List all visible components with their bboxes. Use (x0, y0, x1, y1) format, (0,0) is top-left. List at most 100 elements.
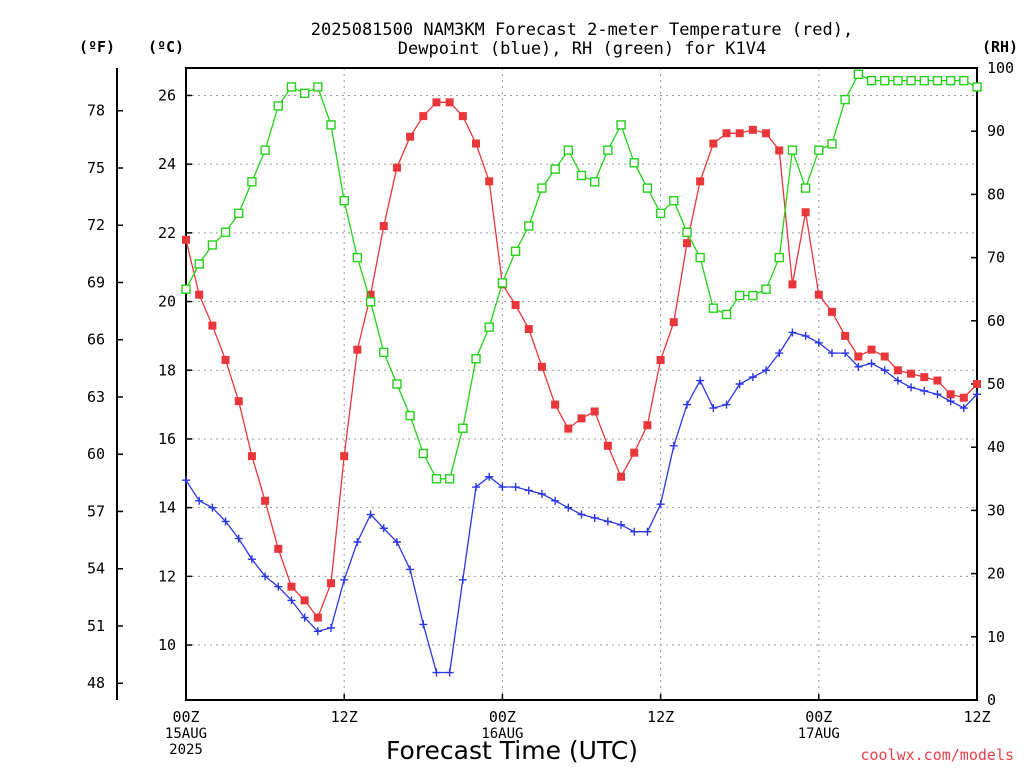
dewpoint-point (340, 575, 349, 584)
dewpoint-series (182, 328, 981, 677)
x-tick-label: 12Z (647, 708, 674, 726)
dewpoint-point (893, 376, 902, 385)
dewpoint-point (327, 623, 336, 632)
fahrenheit-tick-label: 48 (87, 674, 105, 692)
temperature-point (603, 441, 612, 450)
rh-point (537, 183, 547, 193)
rh-point (392, 379, 402, 389)
dewpoint-point (643, 527, 652, 536)
dewpoint-point (907, 383, 916, 392)
temperature-point (392, 163, 401, 172)
dewpoint-point (392, 538, 401, 546)
rh-point (313, 82, 323, 92)
temperature-point (485, 177, 494, 186)
dewpoint-point (590, 513, 599, 522)
rh-point (194, 259, 204, 269)
gridlines (185, 68, 978, 700)
fahrenheit-tick-label: 54 (87, 560, 105, 578)
rh-tick-label: 30 (987, 501, 1005, 519)
chart-title-line-1: 2025081500 NAM3KM Forecast 2-meter Tempe… (311, 20, 853, 40)
rh-point (814, 145, 824, 155)
temperature-point (432, 98, 441, 107)
dewpoint-point (274, 582, 283, 591)
rh-tick-label: 20 (987, 565, 1005, 583)
dewpoint-point (735, 380, 744, 388)
dewpoint-point (353, 538, 362, 546)
temperature-point (564, 424, 573, 433)
rh-point (866, 75, 877, 86)
rh-point (774, 252, 784, 263)
rh-tick-label: 10 (987, 628, 1005, 646)
dewpoint-point (537, 489, 546, 498)
rh-point (695, 252, 705, 263)
temperature-point (762, 129, 771, 138)
dewpoint-point (669, 441, 678, 450)
rh-unit-label: (RH) (982, 38, 1018, 56)
rh-point (365, 297, 376, 307)
rh-point (669, 196, 679, 206)
temperature-point (841, 331, 850, 340)
dewpoint-point (801, 331, 810, 340)
x-tick-label: 12Z (963, 708, 990, 726)
rh-point (326, 120, 336, 130)
dewpoint-point (748, 373, 757, 382)
rh-tick-label: 0 (987, 691, 996, 709)
rh-point (919, 75, 929, 86)
temperature-point (827, 307, 836, 316)
fahrenheit-unit-label: (ºF) (79, 38, 115, 56)
dewpoint-point (485, 472, 494, 481)
temperature-point (748, 125, 757, 134)
rh-point (299, 88, 310, 98)
dewpoint-point (867, 359, 876, 368)
rh-tick-label: 60 (987, 312, 1005, 330)
rh-point (458, 423, 468, 433)
x-tick-label: 16AUG (481, 726, 523, 742)
rh-tick-label: 90 (987, 122, 1005, 140)
dewpoint-point (762, 366, 771, 375)
temperature-point (340, 452, 349, 461)
rh-point (563, 145, 574, 155)
fahrenheit-tick-label: 66 (87, 331, 105, 349)
rh-series (181, 69, 982, 484)
dewpoint-point (709, 404, 718, 413)
dewpoint-point (564, 503, 573, 512)
rh-point (431, 474, 442, 484)
dewpoint-point (775, 349, 784, 358)
temperature-point (682, 239, 691, 248)
rh-point (207, 240, 218, 250)
dewpoint-point (445, 668, 454, 677)
rh-point (444, 474, 455, 484)
dewpoint-point (208, 503, 217, 512)
temperature-point (261, 496, 270, 505)
temperature-point (511, 301, 520, 309)
dewpoint-point (854, 362, 863, 371)
dewpoint-point (313, 627, 322, 636)
rh-point (497, 278, 508, 288)
temperature-point (247, 452, 256, 461)
temperature-point (353, 345, 362, 354)
rh-point (880, 75, 890, 86)
temperature-point (907, 369, 916, 378)
celsius-tick-label: 20 (158, 293, 176, 311)
dewpoint-point (722, 400, 731, 409)
dewpoint-point (498, 483, 507, 492)
rh-point (352, 252, 363, 263)
rh-point (379, 347, 389, 358)
rh-point (945, 75, 956, 86)
x-tick-label: 15AUG (165, 726, 207, 742)
dewpoint-point (959, 404, 968, 413)
dewpoint-point (841, 349, 850, 358)
temperature-point (445, 98, 454, 107)
temperature-point (867, 345, 876, 354)
temperature-point (208, 321, 217, 330)
rh-point (959, 75, 969, 86)
dewpoint-point (946, 397, 955, 406)
dewpoint-point (551, 496, 560, 505)
temperature-point (709, 139, 718, 148)
temperature-point (327, 579, 336, 588)
x-tick-label: 12Z (331, 708, 358, 726)
rh-point (589, 177, 600, 187)
rh-point (840, 94, 850, 105)
fahrenheit-tick-label: 72 (87, 216, 105, 234)
